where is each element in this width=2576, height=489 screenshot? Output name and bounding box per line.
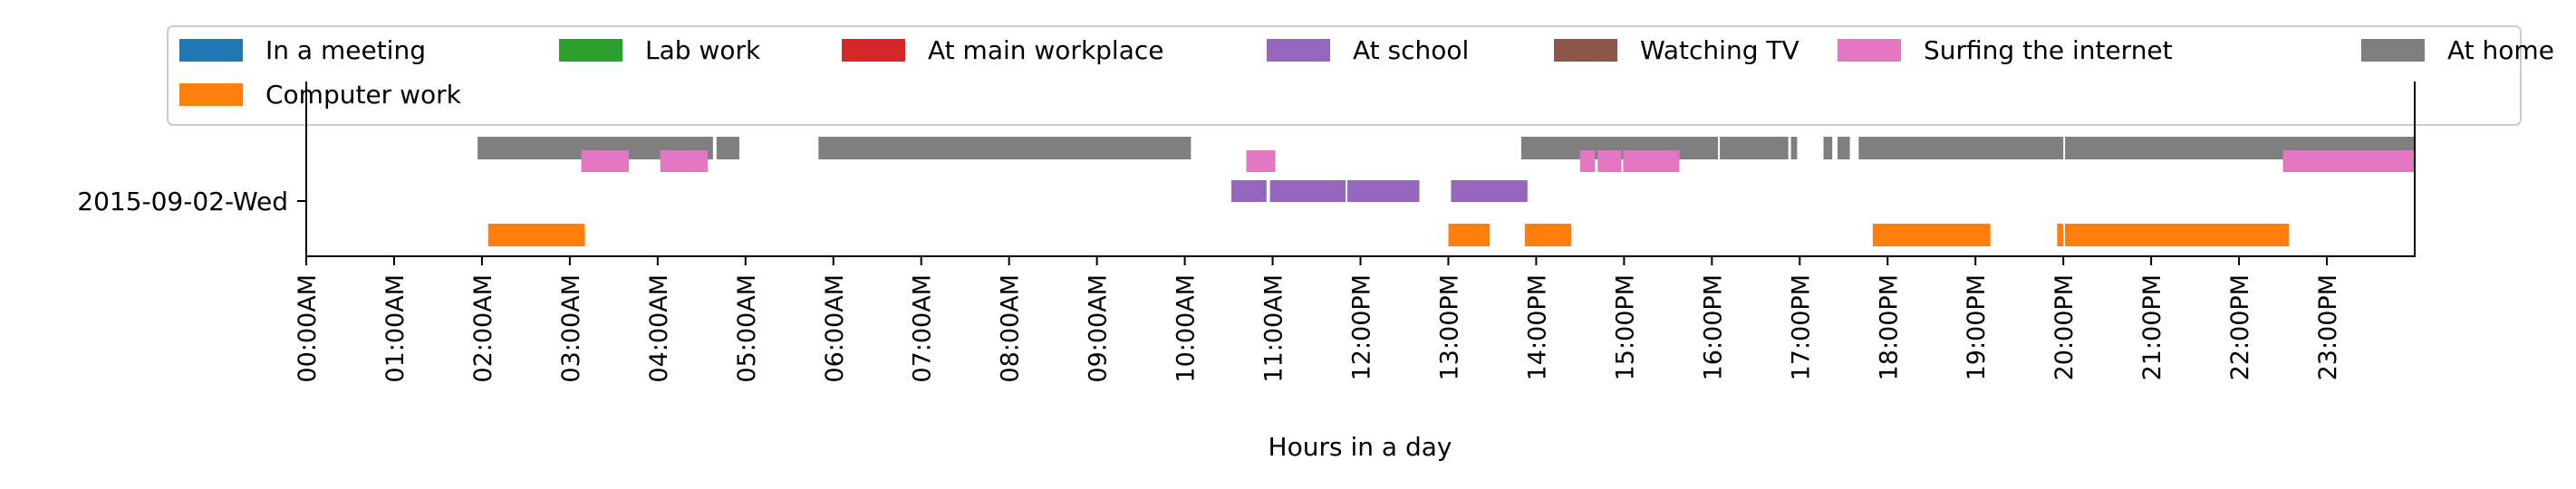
bar-computer-work <box>487 224 585 246</box>
bar-computer-work <box>2057 224 2064 246</box>
bar-at-home <box>818 137 1192 159</box>
bar-computer-work <box>1448 224 1491 246</box>
x-tick-label: 22:00PM <box>2226 274 2254 380</box>
x-tick-label: 09:00AM <box>1085 274 1113 383</box>
legend-label: At home <box>2447 35 2554 65</box>
x-tick-label: 21:00PM <box>2138 274 2166 380</box>
legend-swatch <box>842 39 905 62</box>
x-tick-label: 03:00AM <box>557 274 585 383</box>
y-tick-label: 2015-09-02-Wed <box>77 187 288 216</box>
x-tick-label: 18:00PM <box>1875 274 1903 380</box>
x-tick-label: 13:00PM <box>1436 274 1464 380</box>
bar-surfing-the-internet <box>1246 150 1276 172</box>
legend-frame <box>167 25 2522 126</box>
x-tick-label: 00:00AM <box>294 274 322 383</box>
x-tick-label: 20:00PM <box>2050 274 2079 380</box>
x-tick-label: 23:00PM <box>2314 274 2342 380</box>
legend-label: Watching TV <box>1640 35 1799 65</box>
x-tick-label: 08:00AM <box>997 274 1025 383</box>
bar-surfing-the-internet <box>2282 150 2415 172</box>
bar-at-school <box>1347 180 1420 202</box>
x-tick-label: 19:00PM <box>1963 274 1991 380</box>
x-tick-label: 04:00AM <box>645 274 673 383</box>
legend-label: Surfing the internet <box>1924 35 2173 65</box>
bar-at-home <box>1790 137 1798 159</box>
bar-at-home <box>1720 137 1789 159</box>
bar-at-school <box>1231 180 1267 202</box>
x-tick-label: 05:00AM <box>733 274 761 383</box>
legend-label: Computer work <box>265 80 462 110</box>
x-tick-label: 15:00PM <box>1611 274 1639 380</box>
x-tick-label: 07:00AM <box>909 274 937 383</box>
x-tick-label: 02:00AM <box>469 274 497 383</box>
bar-computer-work <box>2065 224 2290 246</box>
x-tick-label: 17:00PM <box>1787 274 1815 380</box>
x-tick-label: 06:00AM <box>821 274 849 383</box>
bar-computer-work <box>1872 224 1991 246</box>
x-tick-label: 16:00PM <box>1699 274 1727 380</box>
bar-surfing-the-internet <box>660 150 709 172</box>
x-tick-label: 11:00AM <box>1260 274 1288 383</box>
x-tick-label: 12:00PM <box>1348 274 1376 380</box>
x-axis-label: Hours in a day <box>1269 432 1452 462</box>
legend-swatch <box>179 39 243 62</box>
legend-label: Lab work <box>645 35 761 65</box>
bar-at-school <box>1451 180 1528 202</box>
legend-swatch <box>1838 39 1901 62</box>
bar-computer-work <box>1524 224 1572 246</box>
bar-surfing-the-internet <box>1597 150 1622 172</box>
legend-swatch <box>2361 39 2425 62</box>
bar-surfing-the-internet <box>581 150 629 172</box>
bar-at-home <box>1823 137 1833 159</box>
legend-label: At school <box>1353 35 1469 65</box>
timeline-bars <box>478 137 2415 246</box>
legend-swatch <box>1267 39 1330 62</box>
bar-at-home <box>1838 137 1850 159</box>
bar-surfing-the-internet <box>1623 150 1680 172</box>
bar-surfing-the-internet <box>1579 150 1596 172</box>
legend: In a meeting Computer work Lab work At main… <box>167 25 2554 126</box>
axes: 2015-09-02-Wed 00:00AM 01:00AM 02:00AM 03:00… <box>77 82 2416 383</box>
bar-at-home <box>1858 137 2064 159</box>
legend-swatch <box>559 39 622 62</box>
bar-at-school <box>1269 180 1346 202</box>
x-tick-label: 10:00AM <box>1172 274 1201 383</box>
legend-swatch <box>179 83 243 106</box>
x-tick-label: 14:00PM <box>1523 274 1551 380</box>
x-tick-label: 01:00AM <box>381 274 410 383</box>
bar-at-home <box>716 137 739 159</box>
legend-label: In a meeting <box>265 35 426 65</box>
legend-label: At main workplace <box>928 35 1164 65</box>
legend-swatch <box>1554 39 1617 62</box>
